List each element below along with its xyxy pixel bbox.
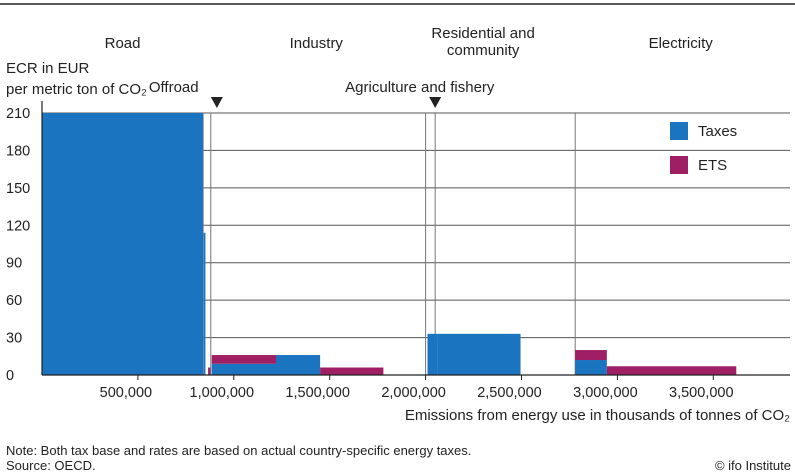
bar-ets-9 xyxy=(606,366,737,375)
bar-taxes-0 xyxy=(42,113,204,375)
sector-label-0-0: Road xyxy=(105,35,141,52)
bar-ets-8 xyxy=(575,350,607,361)
legend-label-0: Taxes xyxy=(698,123,737,140)
sector-label-3-0: Electricity xyxy=(649,35,714,52)
x-tick-label-0: 500,000 xyxy=(100,385,152,401)
bar-taxes-1 xyxy=(203,232,206,375)
callout-arrow-0 xyxy=(210,97,223,108)
x-tick-label-2: 1,500,000 xyxy=(285,385,350,401)
y-tick-label-4: 120 xyxy=(6,218,30,234)
bar-taxes-3 xyxy=(211,363,276,375)
x-axis-title: Emissions from energy use in thousands o… xyxy=(405,407,790,424)
chart: 0 30 60 90 120 150 180 210 500,000 1,000,000 1,500… xyxy=(0,3,795,424)
legend-swatch-0 xyxy=(670,122,688,140)
chart-credit: © ifo Institute xyxy=(714,458,791,473)
y-tick-label-2: 60 xyxy=(6,293,22,309)
callout-arrow-1 xyxy=(429,97,442,108)
y-axis-title-line2: per metric ton of CO₂ xyxy=(6,81,147,98)
bar-ets-5 xyxy=(320,367,384,375)
bar-ets-3 xyxy=(211,355,276,364)
sector-label-1-0: Industry xyxy=(290,35,344,52)
y-tick-label-3: 90 xyxy=(6,256,22,272)
chart-source: Source: OECD. xyxy=(6,458,96,473)
bar-taxes-7 xyxy=(437,333,521,375)
y-tick-label-0: 0 xyxy=(6,368,14,384)
callout-label-1: Agriculture and fishery xyxy=(345,79,495,96)
bar-taxes-6 xyxy=(427,333,438,375)
x-tick-label-6: 3,500,000 xyxy=(669,385,734,401)
legend-swatch-1 xyxy=(670,156,688,174)
sector-label-2-0: Residential and xyxy=(431,25,534,42)
x-tick-label-5: 3,000,000 xyxy=(573,385,638,401)
x-tick-label-1: 1,000,000 xyxy=(190,385,255,401)
x-tick-label-3: 2,000,000 xyxy=(381,385,446,401)
y-tick-label-6: 180 xyxy=(6,143,30,159)
legend-label-1: ETS xyxy=(698,157,727,174)
y-tick-label-1: 30 xyxy=(6,331,22,347)
y-tick-label-5: 150 xyxy=(6,181,30,197)
sector-label-2-1: community xyxy=(447,42,520,59)
y-axis-title-line1: ECR in EUR xyxy=(6,60,90,77)
bar-ets-2 xyxy=(208,367,211,375)
bar-taxes-8 xyxy=(575,360,607,375)
y-tick-label-7: 210 xyxy=(6,106,30,122)
callout-label-0: Offroad xyxy=(149,79,199,96)
x-tick-label-4: 2,500,000 xyxy=(477,385,542,401)
chart-note: Note: Both tax base and rates are based … xyxy=(6,443,472,458)
bar-taxes-4 xyxy=(275,355,321,375)
